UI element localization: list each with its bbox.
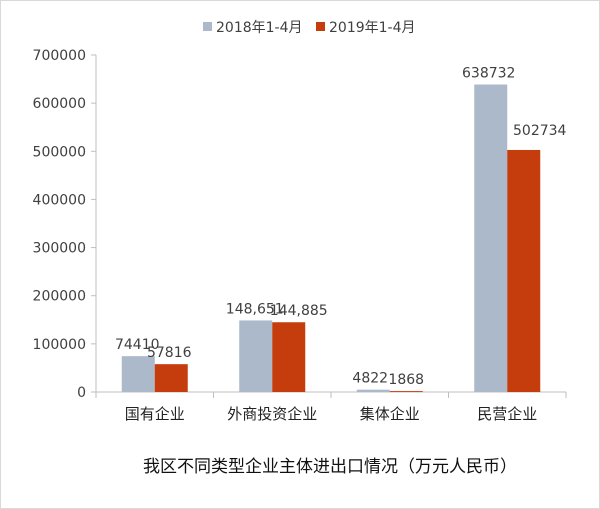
bar-2019 bbox=[272, 322, 306, 392]
legend-label: 2018年1-4月 bbox=[216, 20, 303, 36]
data-labels: 74410 148,651 4822 638732 57816 144,885 1868 50… bbox=[115, 65, 567, 388]
y-tick-label: 500000 bbox=[33, 144, 86, 160]
category-label: 集体企业 bbox=[360, 405, 420, 423]
data-label: 148,651 bbox=[226, 301, 284, 317]
legend-swatch bbox=[203, 22, 212, 31]
bar-2019 bbox=[389, 391, 423, 392]
data-label: 638732 bbox=[462, 65, 515, 81]
chart-title: 我区不同类型企业主体进出口情况（万元人民币） bbox=[143, 457, 517, 477]
data-label: 74410 bbox=[115, 337, 160, 353]
y-tick-label: 400000 bbox=[33, 192, 86, 208]
category-label: 国有企业 bbox=[125, 405, 185, 423]
y-tick-label: 100000 bbox=[33, 337, 86, 353]
bar-2019 bbox=[507, 149, 541, 392]
x-axis: 国有企业 外商投资企业 集体企业 民营企业 bbox=[95, 391, 567, 423]
category-label: 民营企业 bbox=[477, 405, 537, 423]
data-label: 144,885 bbox=[270, 303, 328, 319]
bar-2018 bbox=[121, 356, 155, 392]
y-tick-label: 0 bbox=[77, 385, 86, 401]
category-label: 外商投资企业 bbox=[227, 405, 317, 423]
bar-2019 bbox=[154, 364, 188, 392]
bar-2018 bbox=[474, 84, 508, 393]
y-tick-label: 700000 bbox=[33, 48, 86, 64]
y-tick-label: 200000 bbox=[33, 289, 86, 305]
bar-2018 bbox=[239, 320, 273, 392]
data-label: 57816 bbox=[147, 345, 192, 361]
y-axis: 0 100000 200000 300000 400000 500000 600000 700… bbox=[33, 48, 97, 401]
data-label: 502734 bbox=[513, 123, 567, 139]
data-label: 1868 bbox=[388, 372, 424, 388]
bars bbox=[121, 84, 541, 393]
bar-2018 bbox=[356, 389, 390, 392]
y-tick-label: 300000 bbox=[33, 241, 86, 257]
legend-label: 2019年1-4月 bbox=[329, 20, 416, 36]
data-label: 4822 bbox=[352, 371, 388, 387]
legend: 2018年1-4月 2019年1-4月 bbox=[203, 20, 416, 36]
legend-swatch bbox=[316, 22, 325, 31]
y-tick-label: 600000 bbox=[33, 96, 86, 112]
